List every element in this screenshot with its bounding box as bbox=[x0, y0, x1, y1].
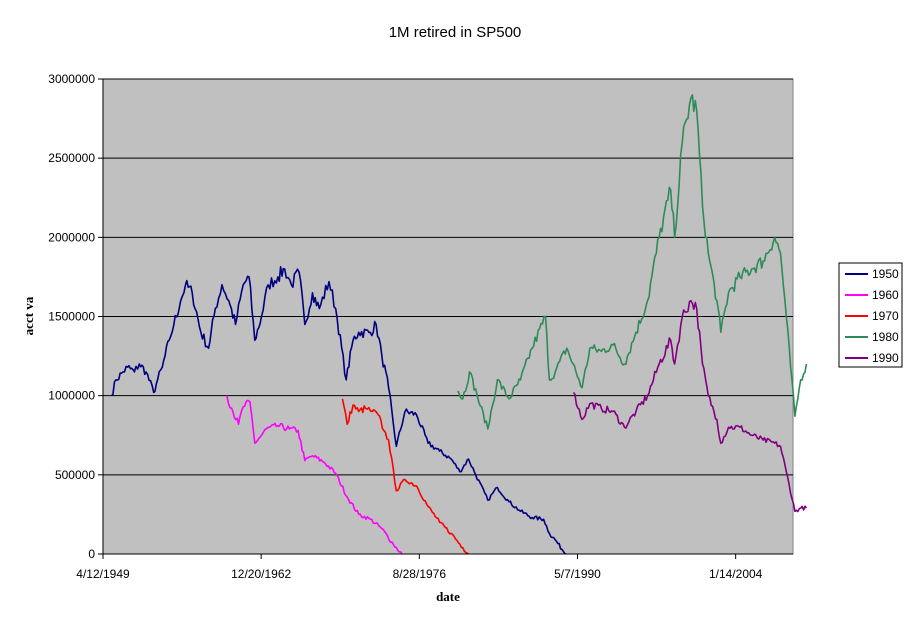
y-tick-label: 2500000 bbox=[48, 151, 95, 165]
x-tick-label: 1/14/2004 bbox=[709, 567, 763, 581]
series-line-1950 bbox=[110, 266, 567, 555]
legend: 1950 1960 1970 1980 1990 bbox=[838, 262, 903, 368]
y-tick-label: 1000000 bbox=[48, 389, 95, 403]
series-line-1980 bbox=[457, 94, 808, 430]
chart-title: 1M retired in SP500 bbox=[389, 24, 522, 41]
legend-label-1950: 1950 bbox=[872, 267, 899, 281]
y-tick-label: 1500000 bbox=[48, 310, 95, 324]
legend-label-1990: 1990 bbox=[872, 351, 899, 365]
y-tick-label: 3000000 bbox=[48, 72, 95, 86]
y-tick-label: 500000 bbox=[55, 468, 95, 482]
legend-label-1970: 1970 bbox=[872, 309, 899, 323]
series-group bbox=[110, 94, 808, 555]
x-tick-label: 5/7/1990 bbox=[554, 567, 601, 581]
y-axis-title: acct va bbox=[21, 296, 36, 335]
y-tick-label: 0 bbox=[88, 547, 95, 561]
series-line-1970 bbox=[341, 398, 469, 555]
x-axis-ticks: 4/12/1949 12/20/1962 8/28/1976 5/7/1990 1/14… bbox=[76, 554, 763, 581]
x-tick-label: 12/20/1962 bbox=[231, 567, 291, 581]
x-axis-title: date bbox=[436, 589, 460, 604]
gridlines bbox=[103, 78, 793, 476]
series-line-1990 bbox=[572, 299, 808, 513]
x-tick-label: 4/12/1949 bbox=[76, 567, 130, 581]
series-line-1960 bbox=[226, 395, 403, 555]
legend-label-1980: 1980 bbox=[872, 330, 899, 344]
x-tick-label: 8/28/1976 bbox=[393, 567, 447, 581]
legend-label-1960: 1960 bbox=[872, 288, 899, 302]
y-tick-label: 2000000 bbox=[48, 230, 95, 244]
y-axis-ticks: 0 500000 1000000 1500000 2000000 2500000 30000… bbox=[48, 72, 103, 561]
